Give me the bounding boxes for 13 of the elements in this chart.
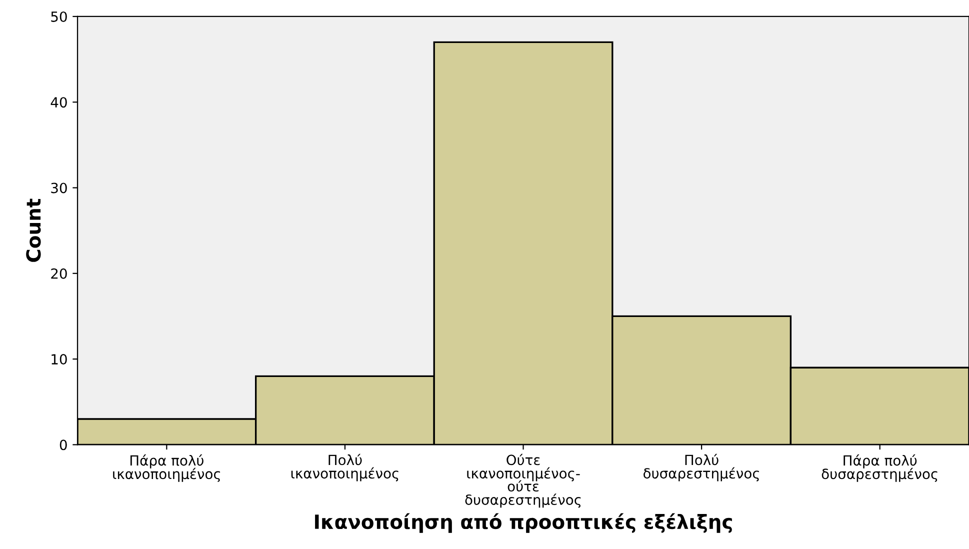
y-tick-label: 50 — [51, 11, 67, 22]
x-tick-label: Πάρα πολύ δυσαρεστημένος — [822, 454, 938, 482]
x-tick-label: Πολύ δυσαρεστημένος — [644, 454, 759, 482]
x-axis-title: Ικανοποίηση από προοπτικές εξέλιξης — [315, 513, 732, 533]
y-tick-label: 40 — [50, 97, 67, 108]
x-tick-label: Ούτε ικανοποιημένος- ούτε δυσαρεστημένος — [465, 454, 581, 508]
y-tick-label: 10 — [52, 354, 67, 365]
y-tick-label: 30 — [51, 182, 67, 194]
x-tick-label: Πάρα πολύ ικανοποιημένος — [113, 454, 220, 482]
x-tick-label: Πολύ ικανοποιημένος — [291, 454, 398, 482]
y-tick-label: 20 — [51, 268, 67, 279]
y-tick-label: 0 — [60, 440, 67, 450]
y-axis-title: Count — [26, 198, 41, 262]
